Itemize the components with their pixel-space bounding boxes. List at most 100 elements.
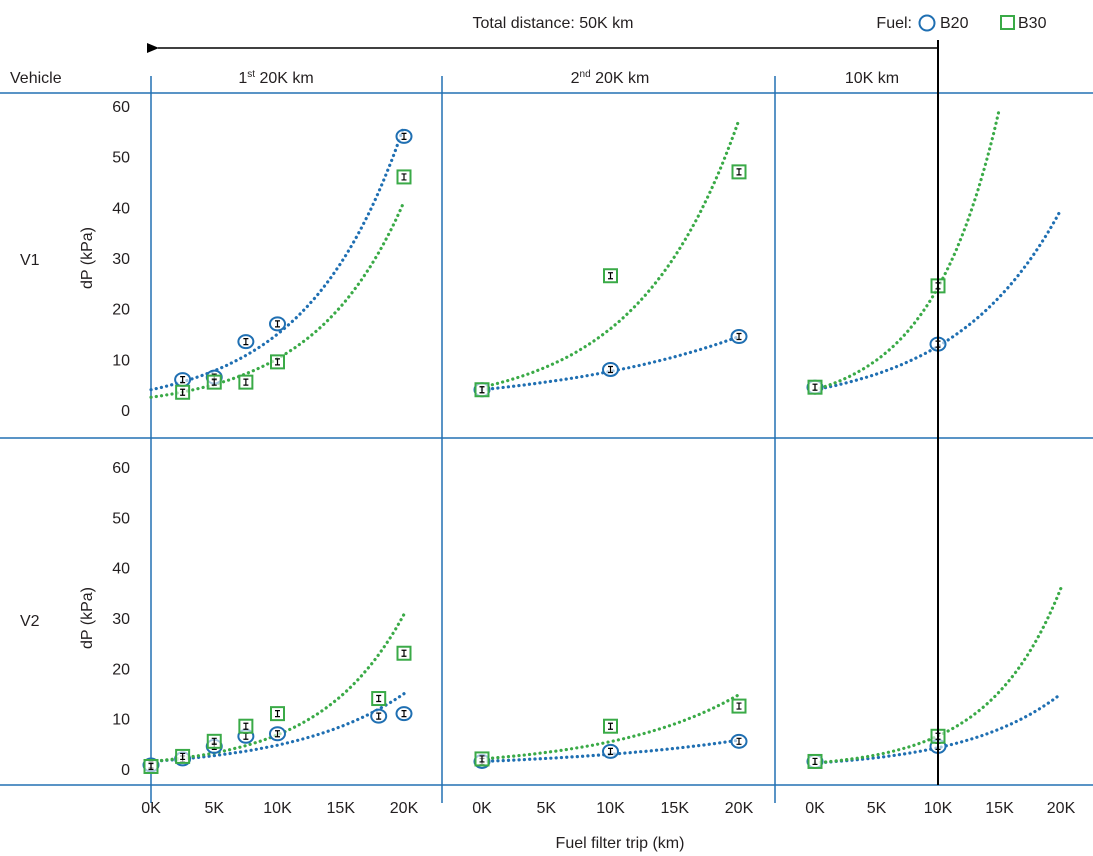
error-bar (180, 388, 186, 396)
point-b20 (602, 743, 619, 759)
x-tick-label: 15K (661, 800, 690, 817)
y-tick-label: 20 (112, 302, 130, 319)
vehicle-header: Vehicle (10, 70, 62, 87)
error-bar (479, 386, 485, 394)
error-bar (812, 757, 818, 766)
column-header-2-main: 2 (571, 70, 580, 87)
error-bar (275, 320, 280, 328)
panel-v1-2 (473, 118, 748, 398)
point-b20 (395, 706, 413, 722)
point-b20 (730, 733, 748, 749)
point-b30 (270, 706, 285, 722)
error-bar (736, 702, 742, 710)
point-b30 (238, 718, 254, 734)
y-tick-label: 30 (112, 611, 130, 628)
x-tick-label: 0K (141, 800, 161, 817)
error-bar (211, 737, 217, 745)
trendline-b20 (813, 692, 1063, 765)
point-b30 (474, 751, 490, 767)
error-bar (608, 272, 613, 280)
error-bar (736, 168, 742, 176)
column-header-2-rest: 20K km (591, 70, 650, 87)
legend-b20-label: B20 (940, 15, 969, 32)
y-tick-label: 20 (112, 661, 130, 678)
legend-fuel-label: Fuel: (876, 15, 912, 32)
y-tick-label: 0 (121, 403, 130, 420)
trendline-b20 (480, 334, 741, 392)
point-b20 (730, 329, 748, 345)
error-bar (180, 376, 186, 384)
data-panels (142, 106, 1063, 774)
x-tick-label: 10K (596, 800, 625, 817)
x-tick-label: 10K (924, 800, 953, 817)
trendline-b30 (480, 693, 741, 761)
x-tick-label: 0K (472, 800, 492, 817)
point-b30 (143, 758, 159, 774)
trendline-b30 (480, 118, 741, 389)
error-bar (376, 712, 382, 720)
point-b30 (807, 379, 823, 395)
trendline-b30 (813, 106, 1002, 392)
y-tick-labels: 0 10 20 30 40 50 60 0 10 20 30 40 50 60 (112, 99, 130, 779)
point-b30 (371, 691, 387, 707)
point-b30 (396, 645, 412, 661)
point-b30 (206, 733, 222, 749)
point-b20 (370, 708, 388, 724)
error-bar (148, 762, 154, 771)
panel-v1-3 (806, 106, 1063, 395)
x-tick-label: 5K (867, 800, 887, 817)
point-b30 (731, 164, 747, 180)
point-b30 (175, 384, 191, 400)
panel-v2-1 (142, 612, 413, 774)
y-tick-label: 50 (112, 150, 130, 167)
point-b30 (603, 268, 618, 284)
x-tick-label: 15K (985, 800, 1014, 817)
error-bar (608, 747, 613, 755)
trendline-b20 (149, 124, 406, 392)
x-tick-label: 10K (263, 800, 292, 817)
legend-b30-label: B30 (1018, 15, 1047, 32)
column-header-2: 2nd 20K km (571, 69, 650, 87)
point-b30 (474, 382, 490, 398)
error-bar (608, 722, 613, 730)
x-tick-label: 0K (805, 800, 825, 817)
error-bar (243, 722, 249, 730)
x-tick-label: 20K (725, 800, 754, 817)
error-bar (376, 694, 382, 703)
y-tick-label: 10 (112, 712, 130, 729)
y-axis-title-v1: dP (kPa) (79, 227, 96, 289)
point-b20 (395, 128, 413, 144)
column-header-1-main: 1 (238, 70, 247, 87)
y-tick-label: 60 (112, 99, 130, 116)
legend-b30-marker (1000, 15, 1015, 30)
y-tick-label: 30 (112, 251, 130, 268)
point-b30 (396, 169, 412, 185)
y-tick-label: 40 (112, 561, 130, 578)
error-bar (275, 710, 280, 718)
point-b30 (731, 698, 747, 714)
point-b30 (238, 374, 254, 390)
x-tick-label: 20K (1047, 800, 1076, 817)
point-b20 (602, 361, 619, 377)
error-bar (812, 383, 818, 391)
x-tick-label: 15K (327, 800, 356, 817)
point-b20 (237, 334, 255, 350)
legend-b20-marker (918, 14, 936, 32)
error-bar (180, 752, 186, 761)
error-bar (401, 132, 407, 140)
panel-v2-3 (806, 586, 1063, 769)
x-tick-label: 20K (390, 800, 419, 817)
point-b20 (269, 316, 286, 332)
grid-dividers (0, 76, 1093, 803)
trendline-b30 (149, 612, 406, 764)
y-tick-label: 40 (112, 200, 130, 217)
panel-v2-2 (473, 693, 748, 769)
panel-v1-1 (149, 124, 413, 400)
point-b30 (603, 718, 618, 734)
error-bar (736, 737, 742, 745)
error-bar (608, 365, 613, 374)
row-label-v2: V2 (20, 613, 40, 630)
error-bar (401, 710, 407, 718)
column-header-1: 1st 20K km (238, 69, 313, 87)
